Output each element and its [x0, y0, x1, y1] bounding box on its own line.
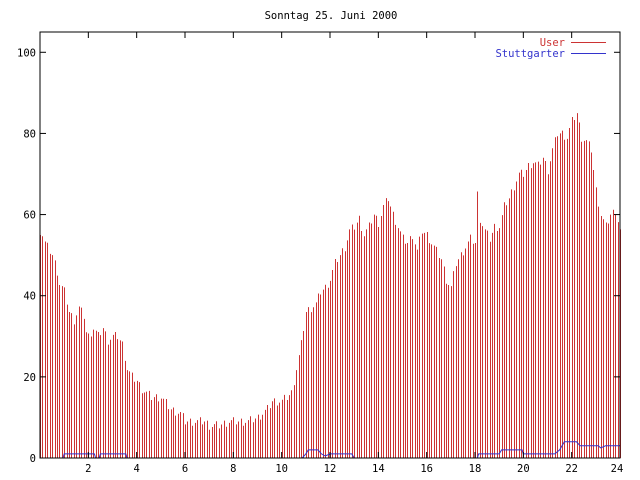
chart-title: Sonntag 25. Juni 2000 [265, 10, 398, 22]
x-tick-label: 16 [420, 463, 433, 475]
y-tick-label: 80 [23, 128, 36, 140]
stuttgarter-series-line [40, 441, 620, 459]
y-tick-label: 20 [23, 372, 36, 384]
y-tick-label: 100 [17, 47, 36, 59]
y-tick-label: 40 [23, 291, 36, 303]
legend: User Stuttgarter [495, 37, 606, 60]
x-tick-label: 18 [469, 463, 482, 475]
y-axis: 0 20 40 60 80 100 [17, 47, 620, 465]
x-axis: 2 4 6 8 10 12 14 16 18 20 22 24 [85, 32, 623, 475]
user-series-bars [40, 113, 621, 458]
x-tick-label: 22 [565, 463, 578, 475]
x-tick-label: 2 [85, 463, 91, 475]
x-tick-label: 10 [275, 463, 288, 475]
x-tick-label: 4 [134, 463, 140, 475]
x-tick-label: 20 [517, 463, 530, 475]
y-tick-label: 60 [23, 210, 36, 222]
x-tick-label: 12 [324, 463, 337, 475]
x-tick-label: 8 [230, 463, 236, 475]
x-tick-label: 14 [372, 463, 385, 475]
y-tick-label: 0 [30, 453, 36, 465]
legend-stuttgarter-label: Stuttgarter [495, 48, 565, 60]
x-tick-label: 6 [182, 463, 188, 475]
x-tick-label: 24 [611, 463, 624, 475]
legend-user-label: User [540, 37, 565, 49]
